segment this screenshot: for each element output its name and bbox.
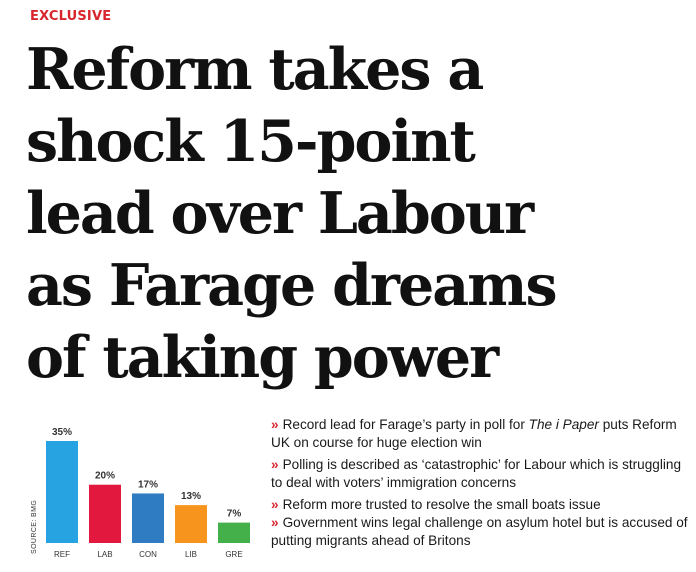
bullet-item: » Reform more trusted to resolve the smal… <box>271 496 691 514</box>
bar-lab <box>89 484 121 543</box>
bullet-list: » Record lead for Farage’s party in poll … <box>271 416 691 554</box>
bullet-text: Polling is described as ‘catastrophic’ f… <box>271 457 682 490</box>
bar-con <box>132 493 164 543</box>
bar-value-label: 35% <box>52 427 72 438</box>
category-label: GRE <box>225 550 242 559</box>
headline-line: as Farage dreams <box>26 252 558 319</box>
headline: Reform takes a shock 15-point lead over … <box>26 34 686 394</box>
category-label: REF <box>54 550 70 559</box>
category-label: LIB <box>185 550 197 559</box>
bullet-marker: » <box>271 417 279 432</box>
bullet-marker: » <box>271 515 279 530</box>
bullet-publication-name: The i Paper <box>528 417 599 432</box>
chart-source-label: SOURCE: BMG <box>31 500 38 554</box>
bar-value-label: 13% <box>181 491 201 502</box>
bar-value-label: 20% <box>95 471 115 482</box>
poll-bar-chart-svg: SOURCE: BMG 35% REF 20% LAB 17% CON 13% LIB 7% GR… <box>31 427 250 559</box>
bar-value-label: 7% <box>227 509 242 520</box>
bullet-text: puts Reform UK on course for huge electi… <box>271 417 677 450</box>
headline-line: shock 15-point <box>26 108 476 175</box>
bullet-text: Record lead for Farage’s party in poll f… <box>282 417 529 432</box>
headline-line: of taking power <box>26 324 499 391</box>
poll-bar-chart: SOURCE: BMG 35% REF 20% LAB 17% CON 13% LIB 7% GR… <box>22 418 270 566</box>
category-label: CON <box>139 550 157 559</box>
kicker-label: EXCLUSIVE <box>30 9 112 24</box>
bullet-item: » Polling is described as ‘catastrophic’ … <box>271 456 691 492</box>
headline-line: lead over Labour <box>26 180 534 247</box>
headline-line: Reform takes a <box>26 36 484 103</box>
bar-gre <box>218 522 250 543</box>
bullet-item: » Record lead for Farage’s party in poll … <box>271 416 691 452</box>
bullet-text: Government wins legal challenge on asylu… <box>271 515 688 548</box>
bar-lib <box>175 505 207 543</box>
bar-value-label: 17% <box>138 479 158 490</box>
bullet-item: » Government wins legal challenge on asyl… <box>271 514 691 550</box>
bar-ref <box>46 441 78 543</box>
bullet-text: Reform more trusted to resolve the small… <box>282 497 601 512</box>
bullet-marker: » <box>271 497 279 512</box>
category-label: LAB <box>97 550 112 559</box>
bullet-marker: » <box>271 457 279 472</box>
